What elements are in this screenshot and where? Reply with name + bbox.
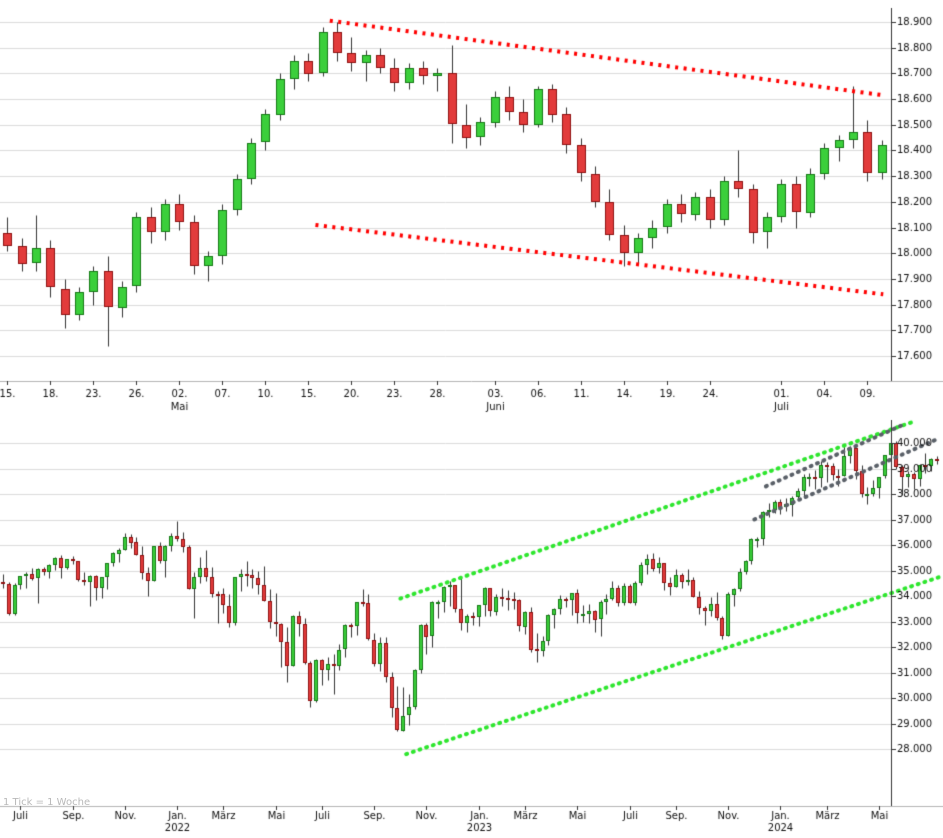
weekly-candlestick-chart — [0, 415, 943, 838]
daily-candlestick-chart — [0, 0, 943, 415]
tick-interval-label: 1 Tick = 1 Woche — [3, 797, 91, 808]
